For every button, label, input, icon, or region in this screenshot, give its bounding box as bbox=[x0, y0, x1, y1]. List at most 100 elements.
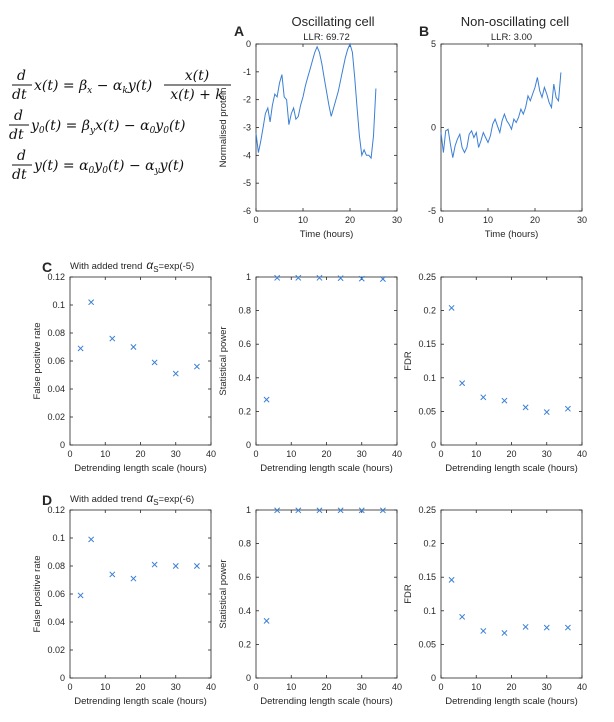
data-point bbox=[193, 563, 200, 569]
data-point-stroke bbox=[448, 576, 455, 583]
data-point-stroke bbox=[379, 507, 386, 514]
y-tick-label: 0.2 bbox=[238, 639, 251, 649]
data-point bbox=[274, 507, 281, 514]
svg-text:x(t) = βx − αky(t): x(t) = βx − αky(t) bbox=[34, 78, 152, 96]
y-tick-label: 0.1 bbox=[423, 606, 436, 616]
y-tick-label: 0.4 bbox=[238, 606, 251, 616]
data-point bbox=[459, 613, 466, 620]
data-point-stroke bbox=[316, 507, 323, 514]
data-point-stroke bbox=[263, 617, 270, 624]
data-point-stroke bbox=[522, 404, 529, 411]
data-point-stroke bbox=[379, 276, 386, 282]
x-axis-label: Detrending length scale (hours) bbox=[74, 463, 207, 474]
y-tick-label: 0 bbox=[431, 123, 436, 133]
data-point bbox=[77, 345, 84, 352]
data-point-stroke bbox=[501, 397, 508, 404]
data-point bbox=[263, 396, 270, 403]
x-tick-label: 20 bbox=[321, 682, 331, 692]
x-axis-label: Detrending length scale (hours) bbox=[445, 696, 578, 707]
y-tick-label: -2 bbox=[243, 95, 251, 105]
axes-box bbox=[440, 509, 583, 679]
data-point bbox=[358, 507, 365, 514]
data-point bbox=[172, 370, 179, 377]
data-point-stroke bbox=[480, 628, 487, 634]
x-tick-label: 20 bbox=[321, 449, 331, 459]
x-tick-label: 0 bbox=[67, 682, 72, 692]
data-point bbox=[358, 275, 365, 282]
panel-d-statistical-power: 0 10 20 30 40 0 0.2 0.4 0.6 0.8 1 Detrending length… bbox=[218, 505, 402, 707]
svg-text:y(t) = α0y0(t) − αyy(t): y(t) = α0y0(t) − αyy(t) bbox=[33, 158, 184, 176]
x-tick-label: 40 bbox=[206, 682, 216, 692]
x-axis-label: Detrending length scale (hours) bbox=[260, 696, 393, 707]
eq3-dt: dt bbox=[12, 167, 27, 183]
x-tick-label: 0 bbox=[438, 215, 443, 225]
data-point bbox=[337, 275, 344, 282]
y-tick-label: 0.2 bbox=[423, 306, 436, 316]
x-tick-label: 10 bbox=[298, 215, 308, 225]
x-tick-label: 0 bbox=[438, 682, 443, 692]
axes-box bbox=[255, 43, 398, 212]
data-point-stroke bbox=[501, 630, 508, 636]
y-tick-label: 0.05 bbox=[418, 406, 436, 416]
panel-d-false-positive-rate: 0 10 20 30 40 0 0.02 0.04 0.06 0.08 0.1 0.12 Detrend… bbox=[32, 492, 216, 707]
equations: d dt x(t) = βx − αky(t) x(t) x(t) + k d … bbox=[9, 68, 231, 183]
panel-letter: A bbox=[234, 23, 244, 39]
data-point-stroke bbox=[274, 507, 281, 514]
data-point-stroke bbox=[130, 575, 137, 582]
data-point-stroke bbox=[77, 592, 84, 599]
data-point-stroke bbox=[358, 275, 365, 282]
x-tick-label: 40 bbox=[392, 449, 402, 459]
data-point-stroke bbox=[274, 274, 281, 281]
data-point bbox=[564, 624, 571, 631]
eq2-sub0c: 0 bbox=[163, 126, 169, 136]
panel-letter: D bbox=[42, 492, 52, 508]
x-tick-label: 0 bbox=[67, 449, 72, 459]
data-point-stroke bbox=[358, 507, 365, 514]
data-point bbox=[337, 507, 344, 514]
y-tick-label: -6 bbox=[243, 206, 251, 216]
data-point-stroke bbox=[172, 370, 179, 377]
x-tick-label: 30 bbox=[357, 449, 367, 459]
data-point-stroke bbox=[543, 624, 550, 631]
data-point bbox=[522, 623, 529, 630]
eq1-sub-x: x bbox=[87, 86, 92, 96]
eq1-dt: dt bbox=[12, 87, 27, 103]
data-point bbox=[109, 335, 116, 342]
data-point bbox=[448, 304, 455, 311]
x-axis-label: Detrending length scale (hours) bbox=[74, 696, 207, 707]
data-point-stroke bbox=[151, 561, 158, 568]
data-point-stroke bbox=[88, 536, 95, 543]
data-point bbox=[295, 274, 302, 281]
eq2-sub0: 0 bbox=[39, 126, 45, 136]
y-tick-label: 0.2 bbox=[423, 539, 436, 549]
data-point-stroke bbox=[151, 359, 158, 366]
y-tick-label: 0.15 bbox=[418, 339, 436, 349]
data-point bbox=[543, 409, 550, 416]
eq2-y0: y bbox=[30, 118, 40, 134]
eq3-lhs: y(t) = α bbox=[33, 158, 89, 174]
x-tick-label: 20 bbox=[506, 682, 516, 692]
eq1-sub-k: k bbox=[122, 86, 127, 96]
x-tick-label: 10 bbox=[483, 215, 493, 225]
x-axis-label: Detrending length scale (hours) bbox=[260, 463, 393, 474]
y-axis-label: False positive rate bbox=[32, 322, 43, 399]
data-point bbox=[193, 363, 200, 370]
x-tick-label: 0 bbox=[253, 682, 258, 692]
y-axis-label: Statistical power bbox=[218, 559, 229, 628]
data-point bbox=[480, 628, 487, 634]
data-point-stroke bbox=[172, 563, 179, 569]
axes-box bbox=[255, 276, 398, 446]
data-point-stroke bbox=[522, 623, 529, 630]
data-point bbox=[77, 592, 84, 599]
row-d-title: With added trend αS=exp(-6) bbox=[70, 491, 194, 507]
axes-box bbox=[440, 276, 583, 446]
y-tick-label: 1 bbox=[246, 272, 251, 282]
y-axis-label: FDR bbox=[403, 584, 414, 604]
y-tick-label: 0.04 bbox=[47, 617, 65, 627]
x-tick-label: 20 bbox=[506, 449, 516, 459]
x-tick-label: 20 bbox=[135, 449, 145, 459]
y-tick-label: 0.08 bbox=[47, 328, 65, 338]
x-tick-label: 30 bbox=[171, 682, 181, 692]
